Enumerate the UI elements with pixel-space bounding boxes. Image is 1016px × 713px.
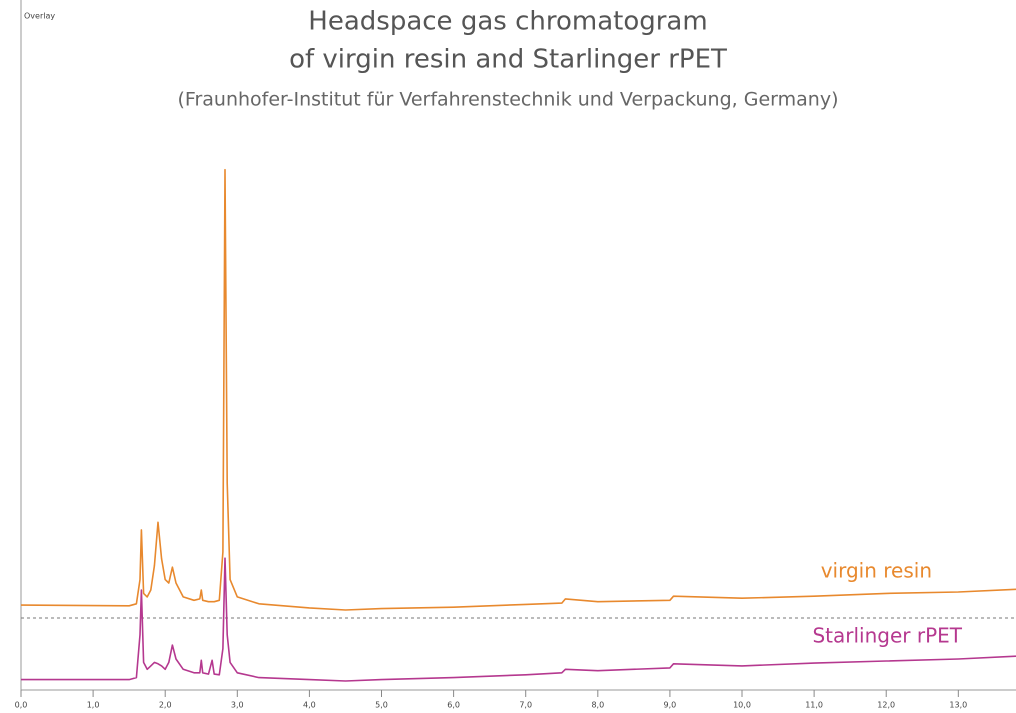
panel-label: Overlay [24, 12, 55, 21]
x-tick-label: 1,0 [87, 701, 100, 710]
x-tick-label: 11,0 [805, 701, 823, 710]
chart-title: of virgin resin and Starlinger rPET [289, 45, 727, 75]
x-tick-label: 10,0 [733, 701, 751, 710]
x-tick-label: 4,0 [303, 701, 316, 710]
chart-subtitle: (Fraunhofer-Institut für Verfahrenstechn… [178, 89, 839, 111]
series-line [20, 168, 1016, 611]
x-tick-label: 6,0 [447, 701, 460, 710]
x-tick-label: 13,0 [949, 701, 967, 710]
x-tick-label: 3,0 [231, 701, 244, 710]
x-tick-label: 7,0 [519, 701, 532, 710]
series-label: Starlinger rPET [812, 624, 962, 648]
series-label: virgin resin [821, 559, 932, 583]
x-tick-label: 8,0 [591, 701, 604, 710]
series-line [21, 557, 1016, 682]
x-tick-label: 5,0 [375, 701, 388, 710]
x-tick-label: 12,0 [877, 701, 895, 710]
x-tick-label: 0,0 [15, 701, 28, 710]
x-tick-label: 2,0 [159, 701, 172, 710]
chart-title: Headspace gas chromatogram [308, 7, 707, 37]
x-tick-label: 9,0 [664, 701, 677, 710]
